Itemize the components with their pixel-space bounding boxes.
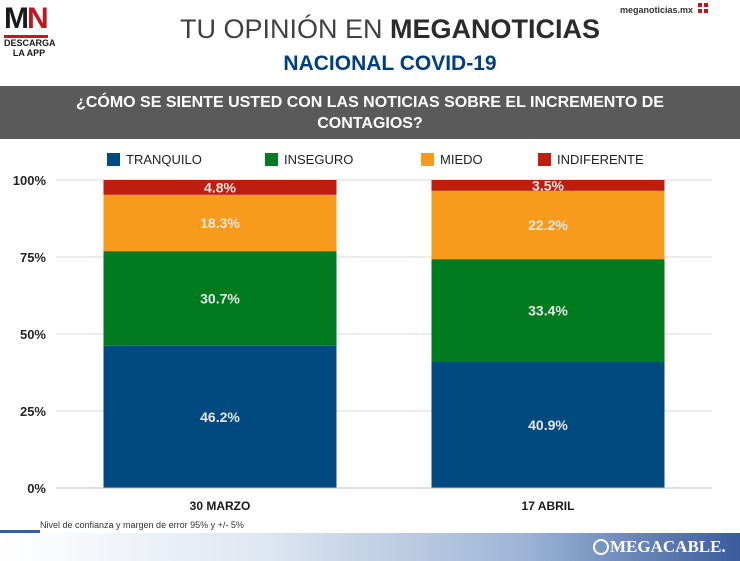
data-label: 3.5% — [532, 177, 564, 193]
bar-segment — [431, 259, 665, 363]
y-tick-label: 0% — [27, 481, 46, 496]
legend-label: INSEGURO — [284, 152, 354, 167]
chart-legend: TRANQUILO INSEGURO MIEDO INDIFERENTE — [107, 152, 678, 167]
bar-segment — [431, 362, 665, 488]
logo-underline — [4, 35, 48, 38]
data-label: 46.2% — [200, 409, 240, 425]
y-tick-label: 50% — [20, 327, 46, 342]
legend-swatch — [265, 153, 278, 166]
bar-segment — [103, 194, 337, 252]
legend-item: TRANQUILO — [107, 152, 265, 167]
title-bold: MEGANOTICIAS — [390, 14, 601, 44]
legend-swatch — [421, 153, 434, 166]
x-tick-label: 17 ABRIL — [522, 499, 575, 513]
bar-segment — [103, 251, 337, 346]
legend-label: MIEDO — [440, 152, 483, 167]
legend-label: TRANQUILO — [126, 152, 202, 167]
y-tick-label: 100% — [13, 173, 47, 188]
bar-segment — [431, 190, 665, 260]
data-label: 33.4% — [528, 303, 568, 319]
question-text: ¿CÓMO SE SIENTE USTED CON LAS NOTICIAS S… — [76, 93, 664, 132]
grid-icon — [698, 3, 709, 14]
stacked-bar-chart: 0% 25% 50% 75% 100% 46.2% 30.7% 18.3% 4.8% 30 MAR… — [13, 173, 712, 513]
logo-download-text: DESCARGA LA APP — [4, 38, 56, 58]
legend-label: INDIFERENTE — [557, 152, 644, 167]
y-tick-label: 75% — [20, 250, 46, 265]
question-banner: ¿CÓMO SE SIENTE USTED CON LAS NOTICIAS S… — [0, 86, 740, 139]
page-title: TU OPINIÓN EN MEGANOTICIAS — [0, 14, 740, 45]
footer-brand[interactable]: MEGACABLE. — [610, 537, 726, 556]
legend-swatch — [538, 153, 551, 166]
site-url[interactable]: meganoticias.mx — [620, 5, 694, 15]
logo-mark: MN — [4, 2, 49, 35]
data-label: 40.9% — [528, 417, 568, 433]
megacable-icon — [593, 539, 609, 555]
legend-item: INDIFERENTE — [538, 152, 678, 167]
bar-segment — [103, 180, 337, 195]
legend-item: MIEDO — [421, 152, 538, 167]
page-subtitle: NACIONAL COVID-19 — [283, 52, 497, 75]
x-tick-label: 30 MARZO — [190, 499, 251, 513]
footer-band — [0, 533, 740, 561]
legend-swatch — [107, 153, 120, 166]
data-label: 22.2% — [528, 217, 568, 233]
data-label: 4.8% — [204, 179, 236, 195]
footnote-bar — [0, 530, 40, 533]
bar-segment — [431, 180, 665, 191]
y-tick-label: 25% — [20, 404, 46, 419]
footnote: Nivel de confianza y margen de error 95%… — [40, 520, 244, 530]
bar-segment — [103, 345, 337, 488]
data-label: 18.3% — [200, 215, 240, 231]
legend-item: INSEGURO — [265, 152, 421, 167]
app-logo[interactable]: MN DESCARGA LA APP — [4, 4, 56, 58]
data-label: 30.7% — [200, 290, 240, 306]
title-light: TU OPINIÓN EN — [179, 14, 383, 44]
